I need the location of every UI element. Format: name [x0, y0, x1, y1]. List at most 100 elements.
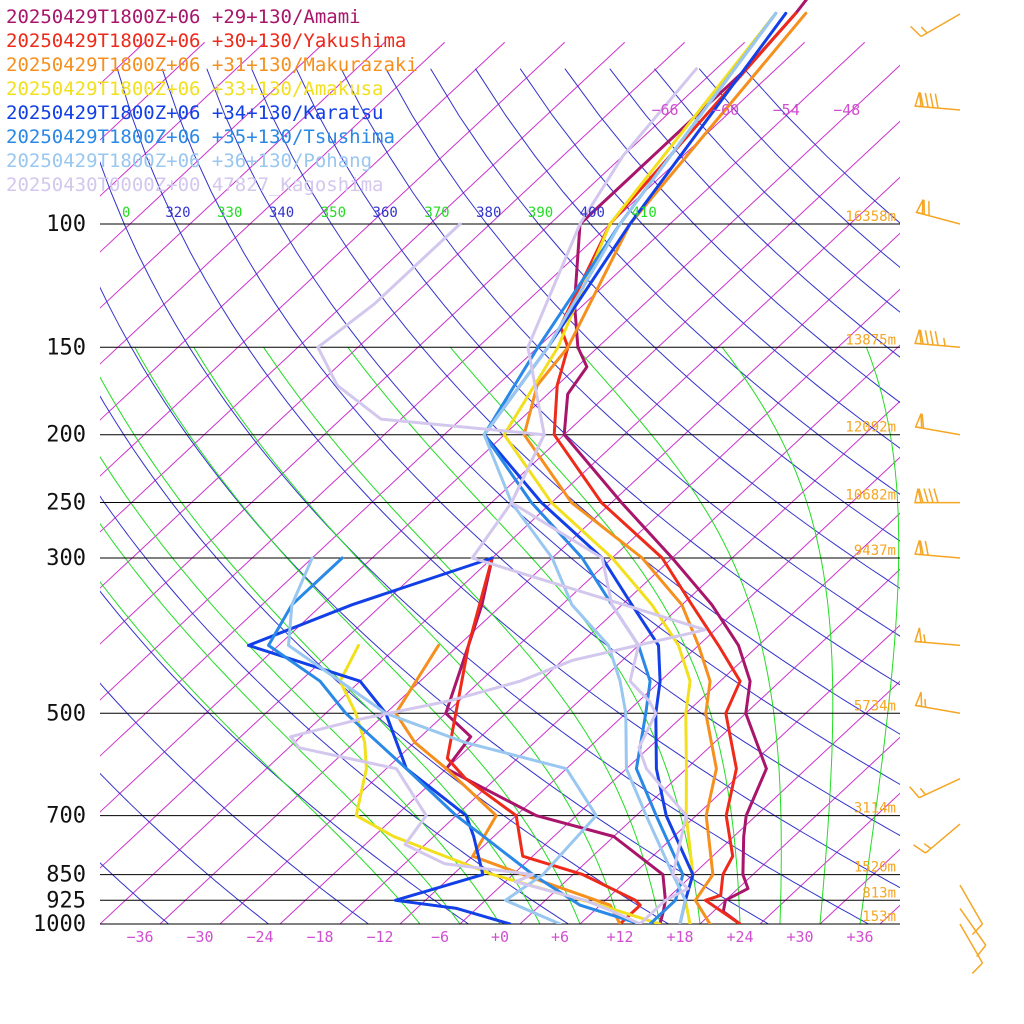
pressure-label: 250 [46, 491, 86, 516]
moist-adiabat-line [134, 347, 581, 924]
isotherm-line [100, 41, 326, 253]
temperature-tick-label: +36 [846, 928, 873, 946]
upper-isotherm-label: −66 [651, 101, 678, 119]
theta-label: 330 [217, 205, 242, 221]
height-label: 12092m [845, 420, 896, 436]
moist-adiabat-line [450, 346, 741, 924]
wind-barb [914, 413, 961, 436]
dry-adiabat-line [385, 68, 900, 589]
isobar-layer [100, 223, 900, 925]
height-label: 10682m [845, 488, 896, 504]
isotherm-line [100, 41, 506, 421]
moist-adiabat-line [193, 347, 621, 924]
wind-barb [915, 199, 961, 225]
legend-entry: 20250429T1800Z+06 +35+130/Tsushima [6, 126, 395, 148]
upper-isotherm-label: −60 [712, 101, 739, 119]
series-dewpoint-line [394, 643, 622, 924]
temperature-tick-label: −18 [306, 928, 333, 946]
grid-layer [100, 41, 1024, 924]
theta-label: 360 [373, 205, 398, 221]
temperature-tick-label: +0 [491, 928, 509, 946]
isotherm-line [339, 400, 900, 924]
isotherm-line [100, 41, 386, 309]
height-label: 153m [862, 909, 896, 925]
pressure-label: 300 [46, 546, 86, 571]
temperature-tick-label: −6 [431, 928, 449, 946]
isotherm-line [579, 624, 900, 924]
theta-label: 320 [165, 205, 190, 221]
legend-entry: 20250429T1800Z+06 +34+130/Karatsu [6, 102, 384, 124]
isotherm-line [819, 848, 900, 924]
series-temperature-line [482, 11, 778, 924]
legend: 20250429T1800Z+06 +29+130/Amami 20250429T… [6, 6, 418, 196]
temperature-tick-label: +24 [726, 928, 753, 946]
theta-label: 350 [321, 205, 346, 221]
isotherm-line [759, 792, 900, 924]
dry-adiabat-line [100, 395, 669, 924]
height-label: 9437m [854, 543, 896, 559]
theta-label: 370 [424, 205, 449, 221]
pressure-label: 500 [46, 701, 86, 726]
isotherm-line [1000, 42, 1024, 924]
wind-barb [910, 13, 961, 38]
pressure-label: 700 [46, 804, 86, 829]
pressure-label: 850 [46, 863, 86, 888]
dry-adiabat-line [116, 68, 900, 889]
wind-barb [959, 884, 984, 936]
theta-label: 400 [580, 205, 605, 221]
wind-barb [909, 778, 961, 799]
wind-barb [914, 329, 961, 349]
theta-label: 0 [122, 205, 130, 221]
isotherm-line [159, 232, 900, 924]
isotherm-line [100, 176, 900, 924]
moist-adiabat-line [575, 346, 782, 924]
isotherm-line [100, 120, 900, 869]
dry-adiabat-line [474, 68, 900, 495]
theta-label: 390 [528, 205, 553, 221]
upper-isotherm-label: −48 [833, 101, 860, 119]
pressure-label: 925 [46, 888, 86, 913]
isotherm-line [100, 41, 446, 365]
series-dewpoint-line [289, 222, 707, 924]
wind-barb [913, 823, 961, 854]
moist-adiabat-line [721, 346, 834, 924]
legend-entry: 20250429T1800Z+06 +29+130/Amami [6, 6, 361, 28]
series-dewpoint-line [267, 556, 642, 924]
moist-adiabat-line [859, 347, 900, 924]
wind-barb [914, 627, 961, 647]
series-dewpoint-line [287, 556, 598, 924]
pressure-label: 150 [46, 335, 86, 360]
dry-adiabat-line [100, 160, 869, 924]
height-label: 5734m [854, 698, 896, 714]
dry-adiabat-line [251, 68, 900, 735]
isotherm-line [100, 64, 900, 813]
wind-barb [914, 691, 961, 715]
isotherm-line [879, 904, 900, 924]
legend-entry: 20250429T1800Z+06 +36+130/Pohang [6, 150, 372, 172]
moist-adiabat-line [100, 581, 421, 924]
series-temperature-line [522, 11, 808, 924]
isotherm-line [100, 41, 266, 197]
wind-barb [914, 540, 961, 559]
theta-label: 340 [269, 205, 294, 221]
legend-entry: 20250429T1800Z+06 +33+130/Amakusa [6, 78, 384, 100]
isotherm-line [940, 42, 1024, 924]
wind-barb-layer [909, 13, 987, 974]
dry-adiabat-line [100, 590, 469, 924]
temperature-tick-label: −12 [366, 928, 393, 946]
temperature-tick-label: +6 [551, 928, 569, 946]
pressure-label: 1000 [33, 912, 86, 937]
dry-adiabat-line [609, 68, 900, 358]
isotherm-line [100, 41, 746, 645]
height-label: 813m [862, 885, 896, 901]
temperature-tick-label: −24 [246, 928, 273, 946]
wind-barb [914, 92, 961, 111]
series-dewpoint-line [445, 556, 642, 924]
moist-adiabat-line [263, 347, 661, 924]
moist-adiabat-line [100, 376, 541, 924]
height-label: 3114m [854, 801, 896, 817]
series-temperature-line [562, 0, 809, 924]
isotherm-line [459, 512, 900, 924]
wind-barb [914, 488, 960, 504]
